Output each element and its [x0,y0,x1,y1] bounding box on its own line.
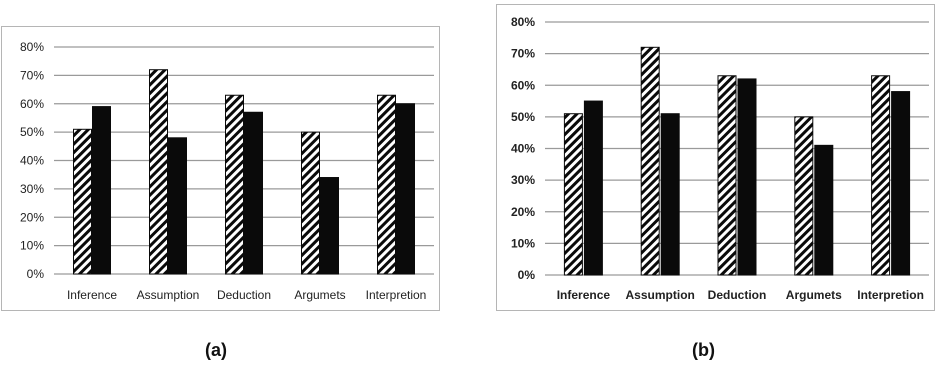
y-tick-label: 30% [511,173,535,187]
y-tick-label: 70% [511,47,535,61]
hatched-bar-argumets [301,131,320,275]
y-tick-label: 70% [20,68,44,82]
hatched-bar-interpretion [871,75,891,276]
y-tick-label: 20% [20,210,44,224]
y-tick-label: 0% [518,268,536,282]
hatched-bar-inference [563,113,583,276]
y-tick-label: 10% [511,236,535,250]
hatched-bar-assumption [640,46,660,276]
bar-chart-b: 0% 10% 20% 30% 40% 50% 60% 70% 80% Inference Assum… [511,15,929,302]
solid-bar-interpretion [396,103,415,275]
solid-bar-inference [583,100,603,276]
x-category-label: Inference [557,288,611,302]
y-tick-label: 80% [511,15,535,29]
y-tick-label: 50% [20,125,44,139]
hatched-bar-deduction [717,75,737,276]
caption-b: (b) [692,340,715,360]
x-category-label: Argumets [786,288,842,302]
x-category-label: Interpretion [366,288,427,302]
y-tick-label: 20% [511,205,535,219]
solid-bar-assumption [660,113,680,276]
x-category-label: Deduction [217,288,271,302]
hatched-bar-assumption [149,69,168,275]
solid-bar-interpretion [891,91,911,276]
y-tick-label: 60% [511,78,535,92]
solid-bar-deduction [737,78,757,276]
y-tick-label: 10% [20,239,44,253]
x-category-label: Interpretion [857,288,924,302]
chart-panel-a: 0% 10% 20% 30% 40% 50% 60% 70% 80% Inference Assum… [1,26,440,311]
chart-panel-b: 0% 10% 20% 30% 40% 50% 60% 70% 80% Inference Assum… [496,4,935,311]
y-tick-label: 60% [20,97,44,111]
x-category-label: Deduction [708,288,767,302]
hatched-bar-deduction [225,94,244,275]
x-category-label: Inference [67,288,117,302]
hatched-bar-argumets [794,116,814,276]
y-tick-label: 40% [511,142,535,156]
y-tick-label: 80% [20,40,44,54]
caption-a: (a) [205,340,227,360]
solid-bar-argumets [814,144,834,276]
x-category-label: Assumption [626,288,695,302]
x-category-label: Argumets [294,288,345,302]
hatched-bar-interpretion [377,94,396,275]
y-tick-label: 50% [511,110,535,124]
solid-bar-inference [92,106,111,275]
y-tick-label: 0% [27,267,45,281]
solid-bar-assumption [168,137,187,275]
hatched-bar-inference [73,128,92,275]
bar-chart-a: 0% 10% 20% 30% 40% 50% 60% 70% 80% Inference Assum… [20,40,434,302]
x-category-label: Assumption [137,288,200,302]
y-tick-label: 30% [20,182,44,196]
solid-bar-argumets [320,177,339,275]
solid-bar-deduction [244,111,263,275]
y-tick-label: 40% [20,154,44,168]
